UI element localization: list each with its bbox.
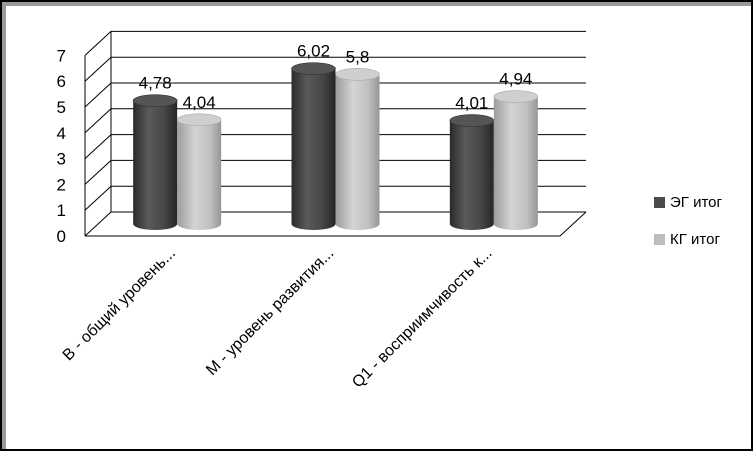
bar-eg bbox=[449, 114, 495, 230]
data-label: 4,04 bbox=[183, 93, 216, 112]
floor-edge bbox=[85, 211, 587, 237]
data-label: 5,8 bbox=[346, 47, 370, 66]
bar-top bbox=[335, 68, 380, 81]
y-tick-label: 6 bbox=[57, 72, 66, 91]
data-label: 4,94 bbox=[499, 70, 532, 89]
y-tick-label: 5 bbox=[57, 98, 66, 117]
gridline bbox=[84, 56, 586, 82]
legend-label: КГ итог bbox=[670, 231, 720, 248]
x-axis-categories: В - общий уровень... М - уровень развития… bbox=[60, 245, 496, 391]
bar-body bbox=[133, 100, 178, 231]
data-label: 4,78 bbox=[139, 74, 172, 93]
gridline bbox=[84, 211, 586, 237]
bar-top bbox=[132, 94, 178, 107]
gridline bbox=[84, 159, 586, 185]
bar-body bbox=[177, 119, 222, 230]
data-label: 6,02 bbox=[297, 42, 330, 61]
data-label: 4,01 bbox=[455, 94, 488, 113]
bar-chart: 0 1 2 3 4 5 6 7 4,78 4,04 6,02 5,8 4,01 4,94 В - общ… bbox=[57, 30, 722, 391]
category-label: М - уровень развития... bbox=[203, 245, 337, 379]
bar-body bbox=[449, 120, 494, 230]
category-label: Q1 - восприимчивость к... bbox=[349, 245, 495, 391]
y-tick-label: 7 bbox=[57, 46, 66, 65]
legend-label: ЭГ итог bbox=[670, 194, 722, 211]
bar-eg bbox=[132, 94, 178, 231]
bar-body bbox=[335, 74, 380, 230]
bar-body bbox=[493, 96, 538, 230]
bar-body bbox=[291, 68, 336, 231]
bar-top bbox=[291, 62, 336, 75]
data-labels: 4,78 4,04 6,02 5,8 4,01 4,94 bbox=[139, 42, 533, 113]
legend: ЭГ итог КГ итог bbox=[654, 194, 722, 248]
legend-swatch-eg bbox=[654, 197, 665, 208]
gridline bbox=[84, 134, 586, 159]
bar-eg bbox=[291, 62, 336, 231]
y-tick-label: 1 bbox=[57, 201, 66, 220]
gridline bbox=[84, 30, 586, 56]
y-tick-label: 0 bbox=[57, 227, 66, 246]
y-tick-label: 4 bbox=[57, 124, 66, 143]
legend-swatch-kg bbox=[654, 234, 665, 245]
bar-top bbox=[493, 90, 539, 103]
category-label: В - общий уровень... bbox=[60, 245, 179, 364]
gridline bbox=[84, 82, 586, 108]
gridlines bbox=[84, 30, 587, 237]
gridline bbox=[84, 108, 586, 134]
gridline bbox=[84, 185, 586, 211]
bar-top bbox=[176, 113, 222, 127]
bar-top bbox=[449, 114, 495, 127]
bar-kg bbox=[176, 113, 222, 230]
bars bbox=[132, 62, 539, 231]
bar-kg bbox=[335, 68, 380, 230]
y-tick-label: 2 bbox=[57, 175, 66, 194]
y-axis-ticks: 0 1 2 3 4 5 6 7 bbox=[57, 46, 66, 246]
bar-kg bbox=[493, 90, 539, 230]
y-tick-label: 3 bbox=[57, 150, 66, 169]
